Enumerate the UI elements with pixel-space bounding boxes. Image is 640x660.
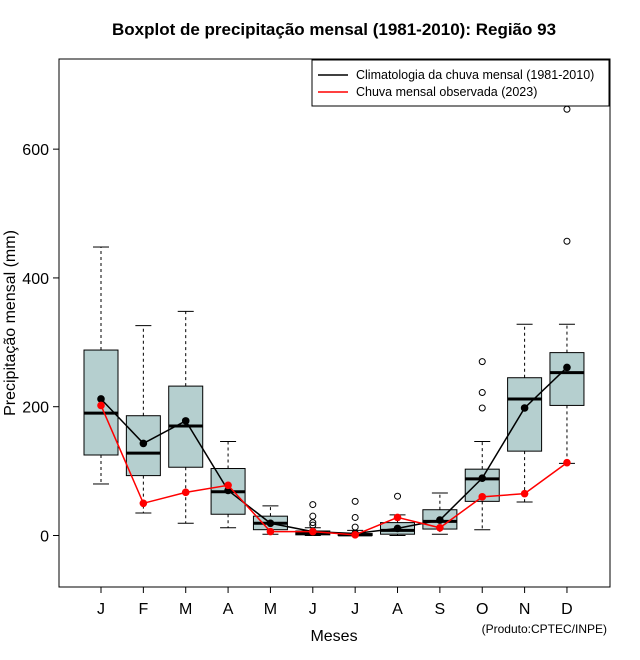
- observed-point: [520, 489, 529, 498]
- observed-point: [478, 493, 487, 501]
- climatology-point: [139, 439, 148, 448]
- observed-point: [139, 499, 148, 508]
- x-tick-label: M: [264, 601, 277, 618]
- observed-point: [97, 401, 105, 410]
- outlier-point: [309, 501, 317, 509]
- plot-frame: [58, 58, 611, 588]
- chart-title: Boxplot de precipitação mensal (1981-201…: [112, 20, 556, 39]
- observed-line: [100, 405, 568, 536]
- y-tick-label: 600: [22, 142, 49, 159]
- observed-point: [393, 513, 402, 522]
- y-tick-label: 200: [22, 400, 49, 417]
- x-tick-label: A: [223, 601, 234, 618]
- outlier-point: [478, 404, 486, 412]
- y-axis-label: Precipitação mensal (mm): [2, 230, 19, 416]
- climatology-point: [436, 516, 444, 524]
- observed-point: [436, 523, 444, 532]
- x-tick-label: J: [309, 601, 317, 618]
- x-tick-label: F: [138, 601, 148, 618]
- x-tick-label: S: [435, 601, 446, 618]
- climatology-point: [266, 519, 275, 528]
- outlier-point: [563, 237, 571, 245]
- x-tick-label: J: [97, 601, 105, 618]
- climatology-point: [181, 417, 190, 425]
- climatology-point: [393, 524, 402, 533]
- x-tick-label: N: [519, 601, 531, 618]
- outlier-point: [478, 358, 486, 366]
- x-tick-label: J: [351, 601, 359, 618]
- x-tick-label: M: [179, 601, 192, 618]
- y-tick-label: 400: [22, 271, 49, 288]
- outlier-point: [351, 513, 359, 521]
- climatology-point: [563, 363, 571, 372]
- series-layer: [97, 363, 571, 539]
- x-tick-label: D: [561, 601, 573, 618]
- outlier-point: [309, 512, 317, 520]
- legend-label-climatology: Climatologia da chuva mensal (1981-2010): [356, 68, 594, 82]
- observed-point: [181, 488, 190, 497]
- legend-label-observed: Chuva mensal observada (2023): [356, 85, 537, 99]
- outlier-point: [478, 389, 486, 397]
- outlier-point: [351, 523, 359, 531]
- observed-point: [563, 458, 571, 467]
- credit-text: (Produto:CPTEC/INPE): [482, 622, 607, 636]
- x-tick-label: A: [392, 601, 403, 618]
- observed-point: [266, 527, 275, 536]
- climatology-point: [97, 395, 105, 403]
- outlier-point: [351, 497, 359, 505]
- climatology-point: [520, 404, 529, 412]
- box-iqr: [507, 377, 543, 452]
- y-tick-label: 0: [40, 528, 49, 545]
- x-axis-label: Meses: [310, 628, 357, 645]
- x-tick-label: O: [476, 601, 488, 618]
- outlier-point: [394, 492, 402, 500]
- climatology-point: [478, 474, 487, 482]
- boxes-layer: [83, 105, 585, 537]
- observed-point: [351, 531, 359, 539]
- observed-point: [224, 481, 232, 490]
- legend-box: [311, 59, 610, 107]
- observed-point: [309, 527, 317, 536]
- legend: Climatologia da chuva mensal (1981-2010)…: [311, 59, 610, 107]
- axes-layer: 0 200 400 600 J F M A M J J A S O N D: [22, 142, 572, 618]
- outlier-point: [563, 105, 571, 113]
